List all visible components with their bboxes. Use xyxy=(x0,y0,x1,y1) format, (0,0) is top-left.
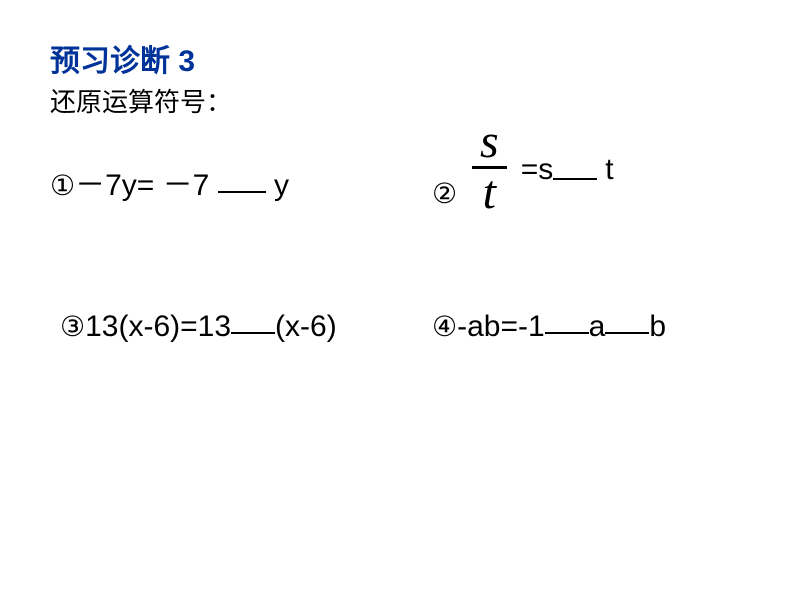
marker-2: ② xyxy=(432,177,457,210)
numerator: s xyxy=(472,118,507,166)
expr-1-left: －7y= －7 xyxy=(75,169,209,202)
marker-1: ① xyxy=(50,169,75,202)
expr-2-tail: t xyxy=(605,153,613,187)
expr-3-left: 13(x-6)=13 xyxy=(85,310,231,343)
instruction-text: 还原运算符号： xyxy=(50,82,232,119)
blank-3 xyxy=(231,309,275,335)
denominator: t xyxy=(475,169,504,217)
problem-4: ④-ab=-1 a b xyxy=(432,310,666,344)
blank-1 xyxy=(218,168,266,194)
section-title: 预习诊断 3 xyxy=(50,36,195,80)
expr-4-mid: a xyxy=(589,310,606,343)
marker-3: ③ xyxy=(60,310,85,343)
blank-4a xyxy=(545,309,589,335)
expr-4-tail: b xyxy=(649,310,666,343)
expr-1-right: y xyxy=(266,169,289,202)
problem-1: ①－7y= －7 y xyxy=(50,160,289,204)
expr-4-prefix: -ab=-1 xyxy=(457,310,545,343)
blank-4b xyxy=(605,309,649,335)
blank-2 xyxy=(553,167,597,181)
expr-2-equals: =s xyxy=(521,153,554,187)
marker-4: ④ xyxy=(432,310,457,343)
fraction: s t xyxy=(472,118,507,217)
problem-3: ③13(x-6)=13 (x-6) xyxy=(60,310,337,344)
expr-3-right: (x-6) xyxy=(275,310,337,343)
